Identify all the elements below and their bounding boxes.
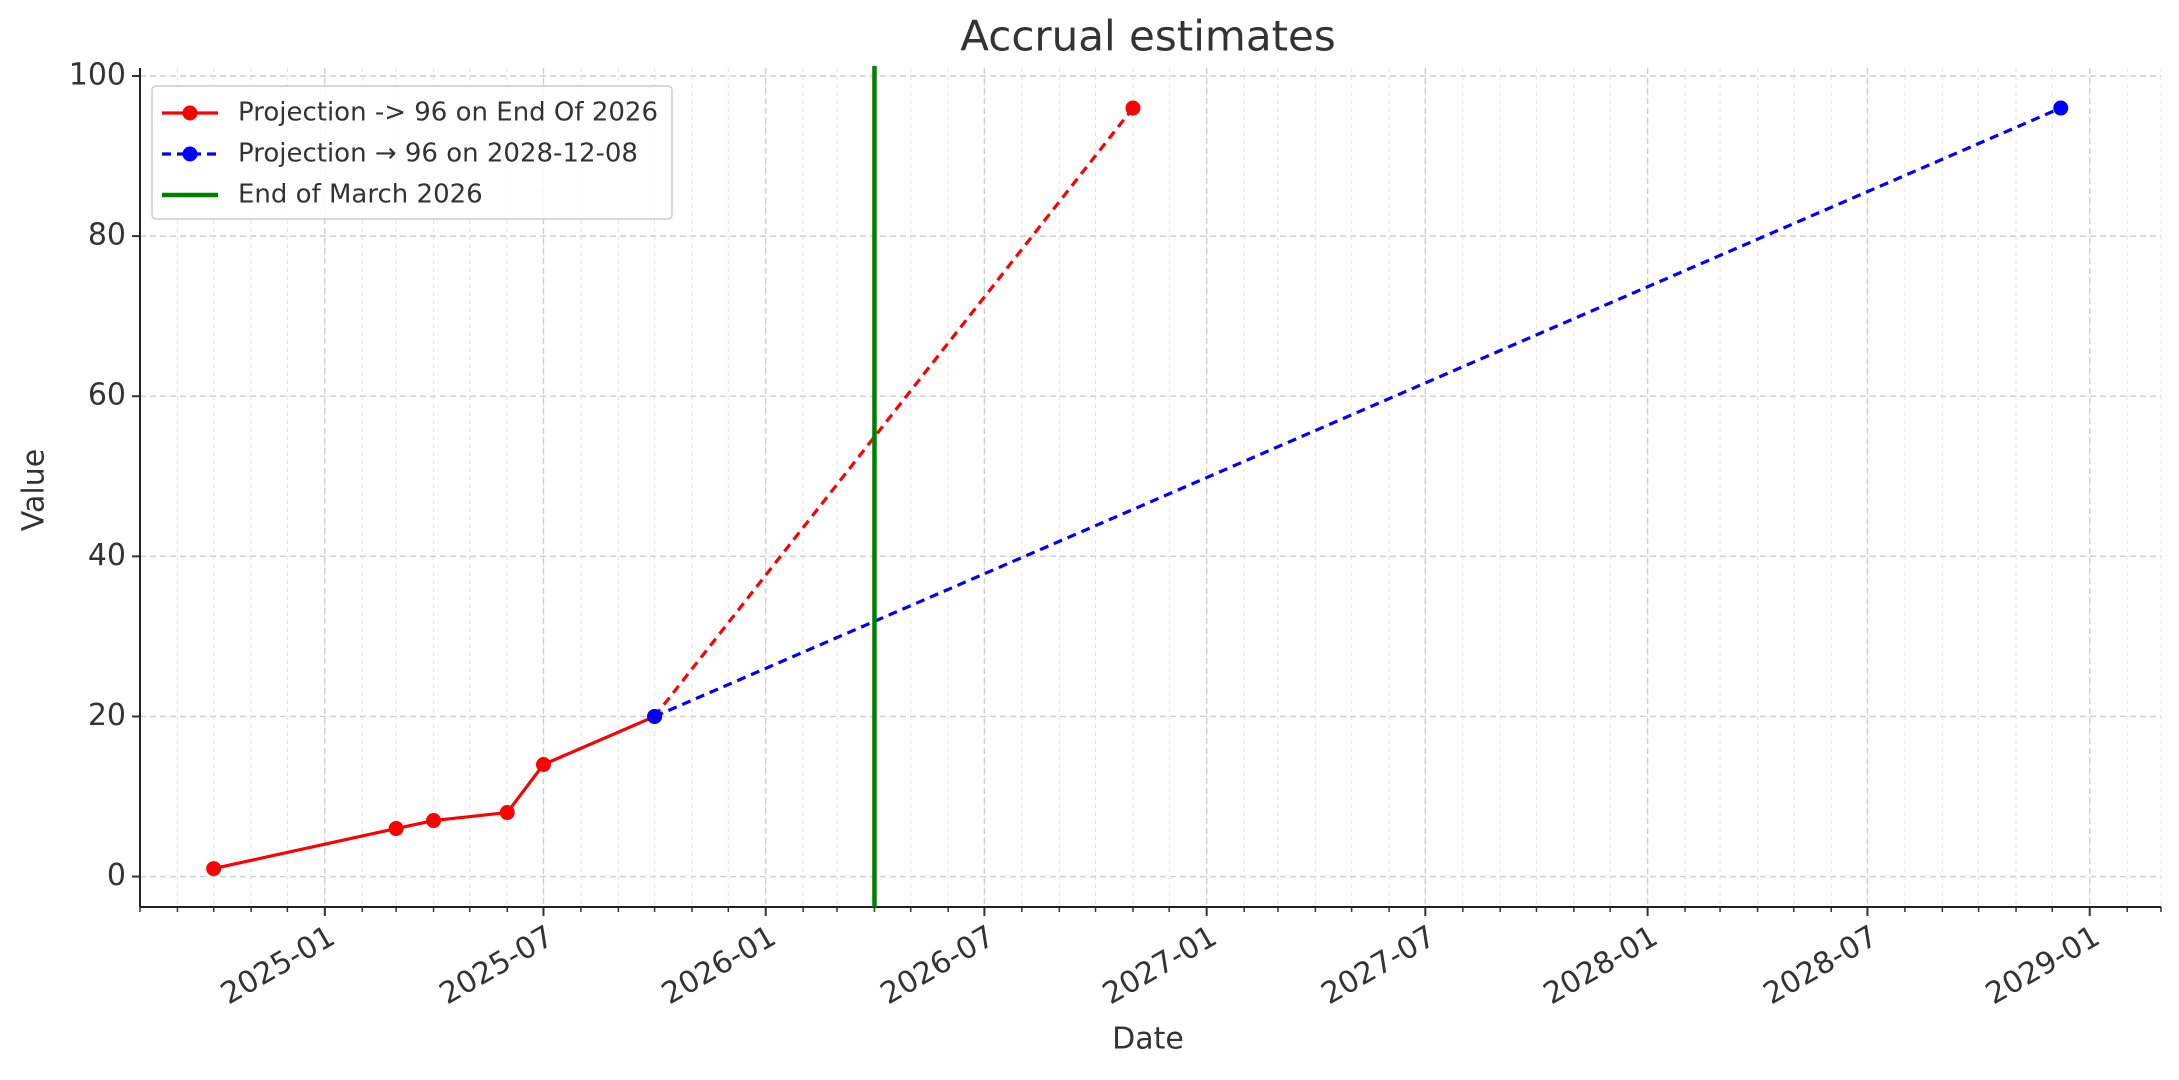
y-tick-label: 100	[69, 58, 126, 93]
chart-title: Accrual estimates	[960, 12, 1336, 61]
series-marker	[2053, 100, 2069, 116]
y-tick-label: 40	[88, 538, 126, 573]
series-line	[653, 107, 1135, 718]
x-tick-label: 2027-07	[1316, 919, 1442, 1012]
series-line	[213, 714, 656, 871]
series-marker	[499, 805, 515, 821]
legend-label: End of March 2026	[238, 180, 483, 210]
series-marker	[206, 861, 222, 877]
y-tick-label: 80	[88, 218, 126, 253]
y-tick-label: 60	[88, 378, 126, 413]
series-line	[653, 106, 2062, 718]
x-tick-label: 2028-01	[1538, 919, 1664, 1012]
legend-box	[151, 85, 673, 220]
legend-label: Projection → 96 on 2028-12-08	[238, 139, 638, 169]
series-marker	[426, 813, 442, 829]
y-tick-label: 20	[88, 698, 126, 733]
series-marker	[1125, 100, 1141, 116]
series-marker	[535, 756, 551, 772]
x-axis-label: Date	[1112, 1022, 1184, 1057]
legend-label: Projection -> 96 on End Of 2026	[238, 98, 658, 128]
legend-marker	[182, 146, 198, 162]
x-tick-label: 2026-01	[656, 919, 782, 1012]
y-axis-label: Value	[17, 449, 52, 531]
series-marker	[647, 708, 663, 724]
legend-marker	[182, 105, 198, 121]
x-tick-label: 2027-01	[1097, 919, 1223, 1012]
x-tick-label: 2029-01	[1980, 919, 2106, 1012]
y-tick-label: 0	[107, 858, 126, 893]
x-tick-label: 2025-07	[434, 919, 560, 1012]
x-tick-label: 2026-07	[875, 919, 1001, 1012]
x-tick-label: 2025-01	[215, 919, 341, 1012]
series-marker	[388, 821, 404, 837]
x-tick-label: 2028-07	[1758, 919, 1884, 1012]
